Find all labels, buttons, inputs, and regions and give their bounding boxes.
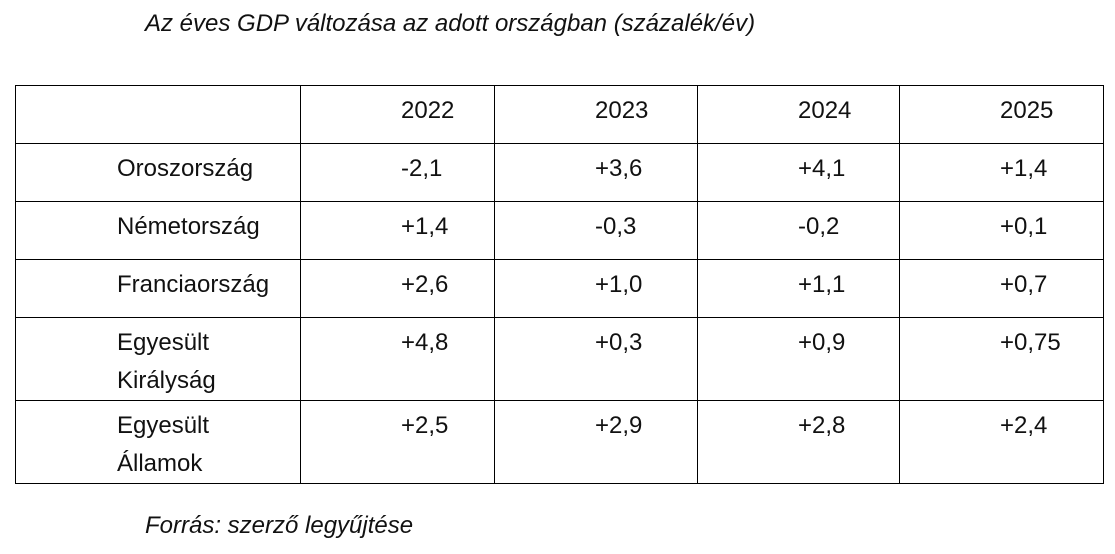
table-row: Egyesült Államok +2,5 +2,9 +2,8 +2,4 xyxy=(15,400,1104,484)
value-label: +0,3 xyxy=(595,329,643,356)
value-cell: +1,4 xyxy=(300,201,495,260)
year-label: 2022 xyxy=(401,97,455,124)
value-label: +2,5 xyxy=(401,412,449,439)
value-label: +1,0 xyxy=(595,271,643,298)
value-cell: -0,3 xyxy=(494,201,698,260)
table-row: Egyesült Királyság +4,8 +0,3 +0,9 +0,75 xyxy=(15,317,1104,401)
value-cell: +0,75 xyxy=(899,317,1104,401)
country-label: Oroszország xyxy=(117,155,254,182)
value-label: +2,9 xyxy=(595,412,643,439)
value-cell: +0,9 xyxy=(697,317,900,401)
value-label: +0,75 xyxy=(1000,329,1061,356)
value-label: -2,1 xyxy=(401,155,443,182)
value-cell: +0,1 xyxy=(899,201,1104,260)
table-title: Az éves GDP változása az adott országban… xyxy=(145,10,756,37)
value-cell: +0,3 xyxy=(494,317,698,401)
value-cell: +3,6 xyxy=(494,143,698,202)
value-cell: +4,8 xyxy=(300,317,495,401)
table-row: Németország +1,4 -0,3 -0,2 +0,1 xyxy=(15,201,1104,260)
country-cell: Oroszország xyxy=(15,143,301,202)
value-label: +1,4 xyxy=(1000,155,1048,182)
country-cell: Egyesült Királyság xyxy=(15,317,301,401)
country-label: Franciaország xyxy=(117,271,270,298)
value-cell: +2,8 xyxy=(697,400,900,484)
value-label: +2,8 xyxy=(798,412,846,439)
year-label: 2025 xyxy=(1000,97,1054,124)
country-label: Németország xyxy=(117,213,260,240)
value-label: -0,3 xyxy=(595,213,637,240)
value-cell: +0,7 xyxy=(899,259,1104,318)
year-header-cell: 2025 xyxy=(899,85,1104,144)
country-cell: Németország xyxy=(15,201,301,260)
value-label: +3,6 xyxy=(595,155,643,182)
year-label: 2024 xyxy=(798,97,852,124)
value-cell: +2,5 xyxy=(300,400,495,484)
value-label: +1,4 xyxy=(401,213,449,240)
country-cell: Franciaország xyxy=(15,259,301,318)
corner-cell xyxy=(15,85,301,144)
value-cell: +1,0 xyxy=(494,259,698,318)
table-row: Franciaország +2,6 +1,0 +1,1 +0,7 xyxy=(15,259,1104,318)
header-row: 2022 2023 2024 2025 xyxy=(15,85,1104,144)
value-cell: +1,4 xyxy=(899,143,1104,202)
country-label: Egyesült Államok xyxy=(117,412,210,477)
year-header-cell: 2023 xyxy=(494,85,698,144)
value-cell: -2,1 xyxy=(300,143,495,202)
country-label: Egyesült Királyság xyxy=(117,329,216,394)
year-label: 2023 xyxy=(595,97,649,124)
source-note: Forrás: szerző legyűjtése xyxy=(145,512,414,539)
value-label: +4,8 xyxy=(401,329,449,356)
value-cell: +4,1 xyxy=(697,143,900,202)
value-label: +0,1 xyxy=(1000,213,1048,240)
value-label: +2,4 xyxy=(1000,412,1048,439)
value-label: +0,9 xyxy=(798,329,846,356)
year-header-cell: 2024 xyxy=(697,85,900,144)
value-cell: +2,4 xyxy=(899,400,1104,484)
value-cell: +2,6 xyxy=(300,259,495,318)
value-label: -0,2 xyxy=(798,213,840,240)
value-label: +0,7 xyxy=(1000,271,1048,298)
country-cell: Egyesült Államok xyxy=(15,400,301,484)
value-label: +1,1 xyxy=(798,271,846,298)
year-header-cell: 2022 xyxy=(300,85,495,144)
value-cell: +1,1 xyxy=(697,259,900,318)
value-cell: -0,2 xyxy=(697,201,900,260)
value-cell: +2,9 xyxy=(494,400,698,484)
value-label: +2,6 xyxy=(401,271,449,298)
table-row: Oroszország -2,1 +3,6 +4,1 +1,4 xyxy=(15,143,1104,202)
gdp-table: 2022 2023 2024 2025 Oroszország -2,1 +3,… xyxy=(15,85,1104,484)
value-label: +4,1 xyxy=(798,155,846,182)
